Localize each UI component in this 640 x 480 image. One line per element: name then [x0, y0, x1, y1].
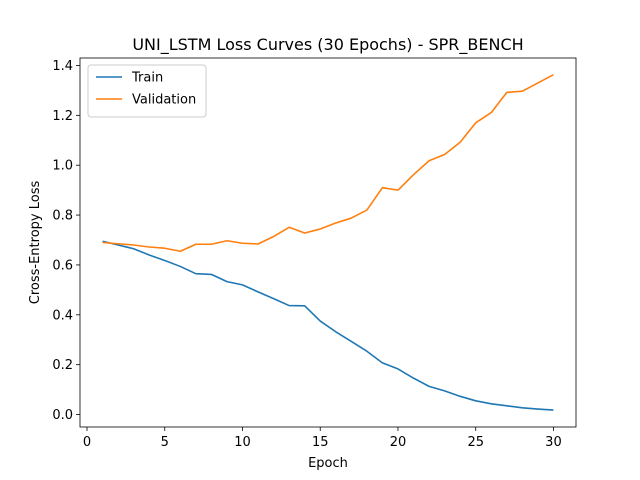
legend-box: [87, 64, 207, 118]
y-tick-label: 0.4: [52, 308, 73, 323]
x-tick-label: 15: [312, 435, 329, 450]
x-axis-label: Epoch: [308, 456, 348, 471]
y-tick-label: 1.4: [52, 59, 73, 74]
x-tick-label: 30: [545, 435, 562, 450]
train-series-line: [102, 240, 554, 411]
y-tick-label: 0.6: [52, 258, 73, 273]
x-tick-label: 20: [390, 435, 407, 450]
y-tick-label: 0.0: [52, 408, 73, 423]
y-tick-label: 0.8: [52, 209, 73, 224]
series-layer: [102, 73, 554, 411]
y-axis-label: Cross-Entropy Loss: [28, 181, 43, 305]
x-axis-ticks: 0 5 10 15 20 25 30: [83, 427, 562, 450]
legend-label-train: Train: [131, 71, 163, 86]
axes-frame: [79, 57, 577, 428]
x-tick-label: 25: [467, 435, 484, 450]
x-tick-label: 0: [83, 435, 91, 450]
legend: Train Validation: [87, 64, 207, 118]
validation-series-line: [102, 73, 554, 253]
y-tick-label: 1.0: [52, 159, 73, 174]
legend-label-validation: Validation: [132, 93, 196, 108]
x-tick-label: 10: [234, 435, 251, 450]
x-tick-label: 5: [161, 435, 169, 450]
y-axis-ticks: 0.0 0.2 0.4 0.6 0.8 1.0 1.2 1.4: [52, 59, 80, 423]
y-tick-label: 0.2: [52, 358, 73, 373]
y-tick-label: 1.2: [52, 109, 73, 124]
chart-title: UNI_LSTM Loss Curves (30 Epochs) - SPR_B…: [132, 35, 523, 55]
